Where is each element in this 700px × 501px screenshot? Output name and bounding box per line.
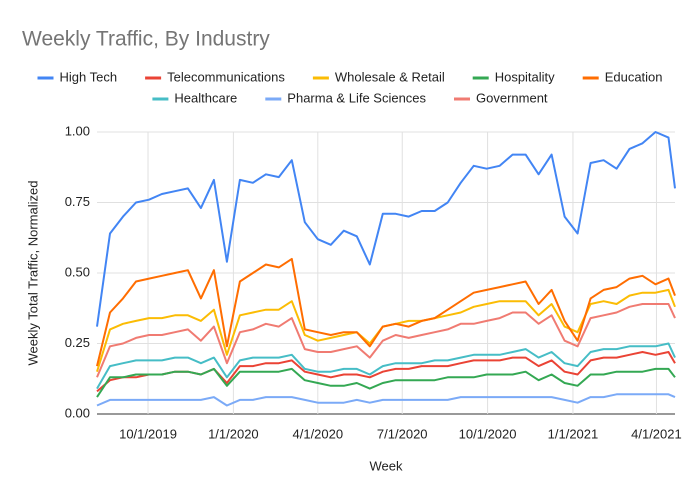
x-tick-label: 4/1/2021 — [631, 426, 682, 441]
plot — [96, 131, 676, 407]
y-axis-label: Weekly Total Traffic, Normalized — [25, 181, 40, 366]
x-axis-label: Week — [370, 458, 403, 473]
legend-item: Government — [454, 90, 548, 105]
legend-label: Hospitality — [495, 69, 555, 84]
legend-item: Pharma & Life Sciences — [265, 90, 427, 105]
legend-item: Telecommunications — [145, 69, 285, 84]
legend-label: Government — [476, 90, 548, 105]
x-tick-label: 10/1/2020 — [459, 426, 517, 441]
legend-label: Education — [605, 69, 663, 84]
x-tick-label: 1/1/2020 — [208, 426, 259, 441]
y-tick-label: 1.00 — [65, 123, 90, 138]
grid: 0.00 0.25 0.50 0.75 1.00 10/1/2019 1/1/2020 4/1… — [65, 123, 682, 441]
y-tick-label: 0.75 — [65, 194, 90, 209]
y-tick-label: 0.00 — [65, 405, 90, 420]
series-line — [96, 367, 676, 398]
series-line — [96, 257, 676, 367]
x-tick-label: 10/1/2019 — [119, 426, 177, 441]
series-line — [96, 303, 676, 378]
legend-item: Education — [582, 69, 663, 84]
legend-item: High Tech — [37, 69, 118, 84]
legend-label: Healthcare — [174, 90, 237, 105]
x-tick-label: 1/1/2021 — [548, 426, 599, 441]
y-tick-label: 0.50 — [65, 264, 90, 279]
legend-item: Healthcare — [152, 90, 237, 105]
x-tick-label: 7/1/2020 — [377, 426, 428, 441]
series-line — [96, 342, 676, 390]
legend-label: Wholesale & Retail — [335, 69, 445, 84]
legend-label: Pharma & Life Sciences — [287, 90, 426, 105]
legend-item: Hospitality — [472, 69, 555, 84]
legend: High Tech Telecommunications Wholesale & R… — [37, 69, 663, 105]
series-line — [96, 393, 676, 407]
series-line — [96, 131, 676, 327]
legend-label: High Tech — [60, 69, 118, 84]
legend-label: Telecommunications — [167, 69, 285, 84]
legend-item: Wholesale & Retail — [312, 69, 445, 84]
chart-title: Weekly Traffic, By Industry — [22, 28, 270, 51]
x-tick-label: 4/1/2020 — [293, 426, 344, 441]
y-tick-label: 0.25 — [65, 335, 90, 350]
